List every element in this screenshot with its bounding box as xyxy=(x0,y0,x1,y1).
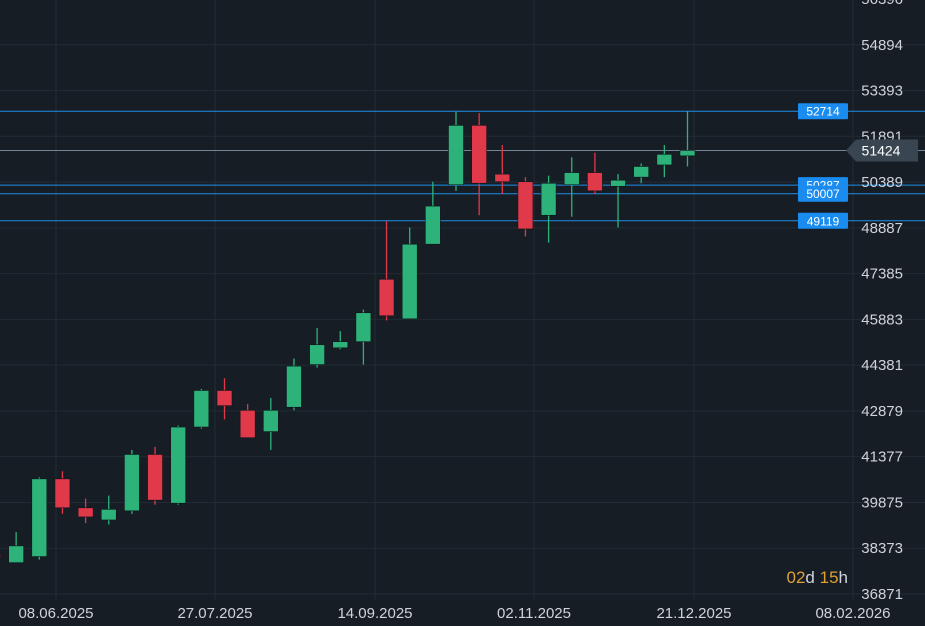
y-tick-label: 48887 xyxy=(861,220,903,237)
y-tick-label: 56396 xyxy=(861,0,903,8)
level-tag-label: 49119 xyxy=(807,214,840,228)
candle-body-25 xyxy=(563,172,580,186)
y-tick-label: 39875 xyxy=(861,494,903,511)
candle-body-6 xyxy=(124,454,140,512)
y-tick-label: 36871 xyxy=(861,586,903,603)
current-price-label: 51424 xyxy=(862,143,901,159)
candle-body-10 xyxy=(216,390,233,407)
candle-body-9 xyxy=(193,390,210,428)
candle-body-13 xyxy=(286,365,302,408)
level-tag-label: 52714 xyxy=(806,105,840,119)
x-tick-label: 08.02.2026 xyxy=(815,605,890,622)
candle-body-3 xyxy=(54,478,71,509)
candle-body-29 xyxy=(656,153,673,166)
candle-body-1 xyxy=(8,545,24,563)
candle-body-28 xyxy=(633,166,650,178)
candle-body-27 xyxy=(610,179,626,187)
level-tag-49119 xyxy=(798,212,848,229)
y-tick-label: 44381 xyxy=(861,357,903,374)
y-tick-label: 54894 xyxy=(861,37,903,54)
candle-body-17 xyxy=(378,278,395,317)
y-tick-label: 41377 xyxy=(861,449,903,466)
candle-body-11 xyxy=(239,409,256,439)
y-tick-label: 50389 xyxy=(861,174,903,191)
candle-body-21 xyxy=(471,125,487,184)
y-tick-label: 42879 xyxy=(861,403,903,420)
candle-body-20 xyxy=(448,125,464,186)
candle-body-14 xyxy=(309,344,325,365)
level-tag-label: 50007 xyxy=(806,187,840,201)
candle-body-15 xyxy=(332,341,349,349)
x-tick-label: 27.07.2025 xyxy=(177,605,252,622)
candle-countdown: 02d 15h xyxy=(786,568,848,588)
candle-body-7 xyxy=(147,454,163,501)
y-tick-label: 45883 xyxy=(861,311,903,328)
countdown-hours-unit: h xyxy=(838,568,848,587)
y-tick-label: 53393 xyxy=(861,83,903,100)
candle-body-5 xyxy=(100,509,117,521)
candle-body-8 xyxy=(170,426,186,504)
countdown-days-unit: d xyxy=(805,568,815,587)
candle-body-12 xyxy=(262,409,279,432)
countdown-hours: 15 xyxy=(819,568,839,587)
candle-body-18 xyxy=(401,243,418,320)
candle-body-2 xyxy=(31,478,48,557)
y-tick-label: 38373 xyxy=(861,540,903,557)
candle-body-19 xyxy=(425,205,441,245)
current-price-tag xyxy=(846,139,918,162)
countdown-days: 02 xyxy=(786,568,806,587)
x-tick-label: 14.09.2025 xyxy=(337,605,412,622)
candle-body-23 xyxy=(517,181,534,230)
level-tag-52714 xyxy=(798,103,848,120)
level-tag-50007 xyxy=(798,185,848,202)
candle-body-22 xyxy=(494,173,511,183)
candle-body-24 xyxy=(540,182,557,216)
x-tick-label: 21.12.2025 xyxy=(656,605,731,622)
candle-body-16 xyxy=(355,312,372,343)
x-tick-label: 02.11.2025 xyxy=(497,605,571,622)
x-tick-label: 08.06.2025 xyxy=(18,605,93,622)
y-tick-label: 47385 xyxy=(861,266,903,283)
candle-body-0 xyxy=(0,553,1,559)
candle-body-4 xyxy=(77,507,94,518)
candle-body-30 xyxy=(679,150,696,157)
candle-body-26 xyxy=(587,172,603,192)
